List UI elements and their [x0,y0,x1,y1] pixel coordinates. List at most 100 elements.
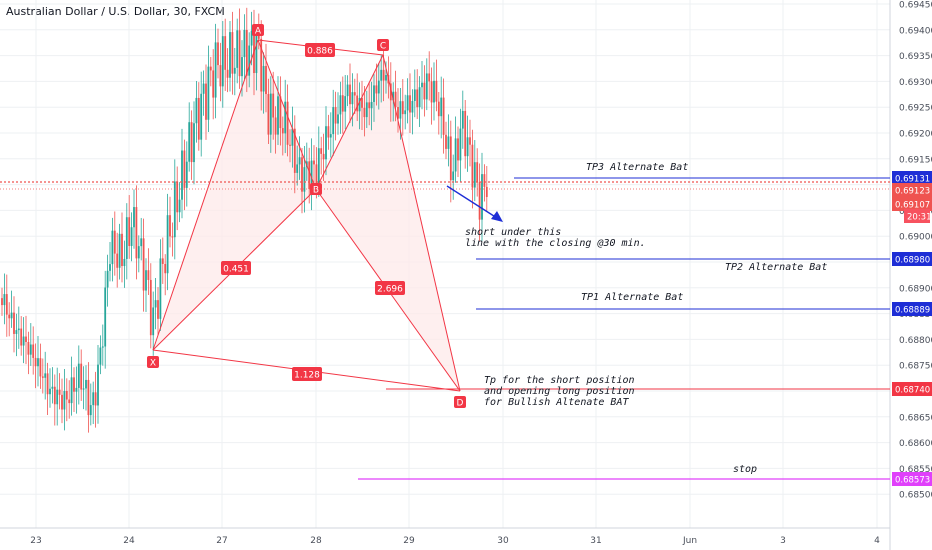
candle-body [262,66,265,92]
candle-body [418,87,421,108]
x-tick-label: 3 [780,536,786,546]
candle-body [207,66,210,120]
candle-body [248,45,251,76]
candle-body [269,93,272,135]
pattern-leg-xa [152,39,259,351]
candle-body [77,363,80,388]
axis-price-marker [904,209,930,223]
candle-body [70,377,73,404]
candle-body [301,157,303,192]
candle-body [65,390,68,400]
candle-body [341,95,344,112]
candle-body [123,258,126,267]
candle-body [265,66,267,95]
candle-body [161,258,164,264]
candle-body [255,34,258,74]
candle-body [284,101,287,134]
candle-body [389,83,392,101]
point-label-c: C [380,42,386,52]
candle-body [178,199,181,213]
candle-body [382,69,385,81]
short-arrow-shaft [446,185,498,219]
candle-body [20,328,23,346]
candle-body [130,227,133,246]
candle-body [445,134,447,149]
candle-body [447,136,450,149]
candle-body [483,174,486,187]
x-tick-label: 27 [216,536,227,546]
candle-body [27,341,30,355]
pattern-triangle-bcd [316,55,460,391]
candle-body [337,114,339,124]
candle-body [454,138,457,172]
candle-body [166,215,169,274]
point-badge-a [252,24,264,36]
candle-body [370,101,373,109]
point-badge-x [147,356,159,368]
ratio-badge [375,281,405,295]
candle-body [231,32,234,74]
candle-body [44,373,47,378]
candle-body [195,97,198,124]
point-label-x: X [150,359,156,369]
candle-body [339,95,342,115]
candle-body [303,167,306,192]
candle-body [373,85,375,102]
candle-body [310,160,313,189]
tp2-label: TP2 Alternate Bat [725,262,827,273]
candle-body [152,307,155,336]
candle-body [317,148,320,184]
candle-body [380,69,383,81]
ratio-badge [305,43,335,57]
candle-body [183,150,186,188]
candle-body [85,379,87,389]
candle-body [181,150,183,200]
pattern-leg-bc [315,54,384,190]
candle-body [221,36,224,87]
x-tick-label: 23 [30,536,41,546]
candle-body [368,102,371,109]
candle-body [51,386,54,389]
candle-body [214,42,217,98]
candle-body [423,82,426,100]
candle-body [334,107,337,124]
candle-body [233,67,236,74]
x-tick-label: 31 [590,536,601,546]
candle-body [147,270,150,280]
axis-price-marker [892,197,932,211]
candle-body [229,32,231,78]
candle-body [279,96,282,129]
candle-body [363,107,366,118]
ratio-badge [292,367,322,381]
candle-body [320,148,323,154]
candle-body [274,117,277,135]
point-label-a: A [255,27,262,37]
candle-body [385,75,387,81]
candle-body [394,91,397,108]
candle-body [375,85,378,94]
candle-body [277,96,279,135]
candle-body [39,358,42,377]
candle-body [157,300,159,319]
candle-body [224,36,227,70]
candle-body [125,217,128,259]
x-tick-label: 28 [310,536,322,546]
candle-body [401,101,404,115]
candle-body [226,69,229,78]
candle-body [118,233,121,268]
level-price-label: 0.68573 [895,476,930,486]
candle-body [464,110,467,157]
candle-body [137,246,140,259]
candle-body [313,160,315,165]
axis-price-marker-label: 0.69107 [895,201,930,211]
pattern-leg-cd [382,54,461,392]
candle-body [344,96,347,112]
candle-body [293,128,296,173]
candle-body [25,336,27,342]
candle-body [449,136,452,181]
candle-body [212,70,215,98]
